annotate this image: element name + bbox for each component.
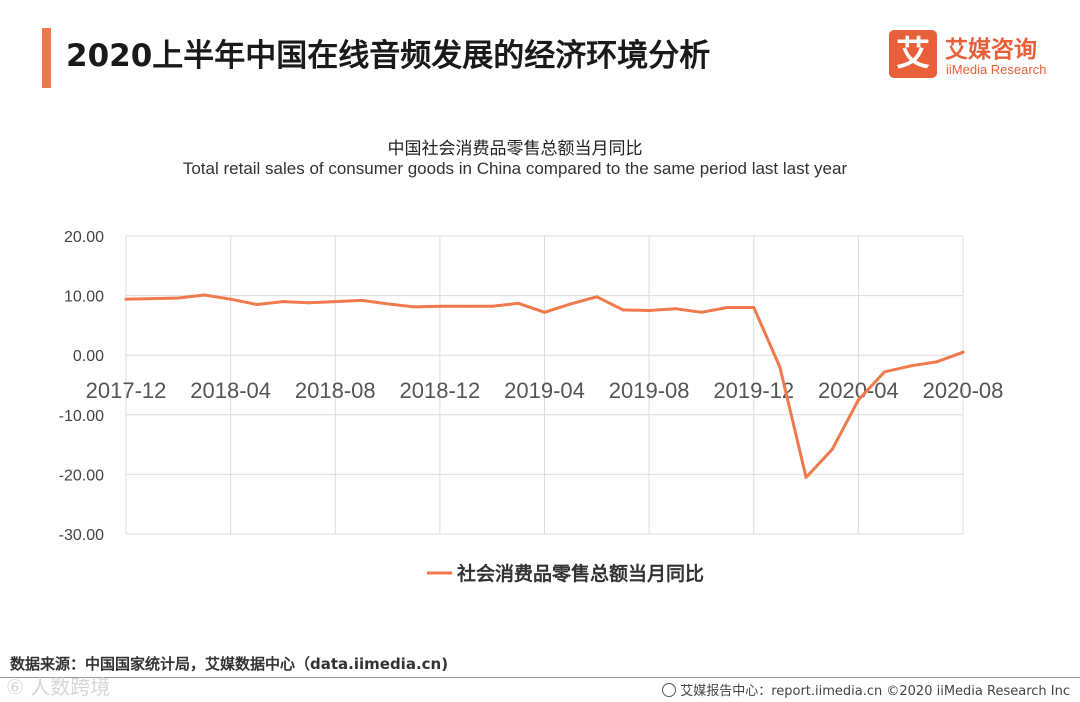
logo-icon: 艾 <box>889 30 937 78</box>
x-tick-label: 2018-08 <box>295 378 376 403</box>
x-tick-label: 2018-12 <box>400 378 481 403</box>
x-tick-label: 2019-04 <box>504 378 585 403</box>
globe-icon <box>662 683 677 697</box>
data-point <box>961 350 965 354</box>
data-point <box>150 297 154 301</box>
data-point <box>464 304 468 308</box>
y-tick-label: 10.00 <box>64 289 104 306</box>
data-point <box>883 370 887 374</box>
footer-text: 艾媒报告中心：report.iimedia.cn ©2020 iiMedia R… <box>680 684 1070 699</box>
title-accent-bar <box>42 28 51 88</box>
data-point <box>909 364 913 368</box>
data-point <box>438 304 442 308</box>
x-tick-label: 2018-04 <box>190 378 271 403</box>
x-tick-label: 2017-12 <box>86 378 167 403</box>
chart-title: 中国社会消费品零售总额当月同比 <box>387 139 643 159</box>
chart-grid <box>125 235 964 535</box>
data-point <box>595 295 599 299</box>
watermark: ⑥ 人数跨境 <box>6 675 111 699</box>
data-point <box>255 303 259 307</box>
data-point <box>673 307 677 311</box>
page-title: 2020上半年中国在线音频发展的经济环境分析 <box>66 38 711 74</box>
x-tick-label: 2020-08 <box>923 378 1004 403</box>
data-point <box>516 301 520 305</box>
data-point <box>490 304 494 308</box>
data-point <box>124 297 128 301</box>
data-point <box>830 447 834 451</box>
y-tick-label: 20.00 <box>64 229 104 246</box>
data-point <box>359 298 363 302</box>
logo-name-en: iiMedia Research <box>946 62 1047 77</box>
data-point <box>202 293 206 297</box>
legend-label: 社会消费品零售总额当月同比 <box>456 562 704 585</box>
chart-legend: 社会消费品零售总额当月同比 <box>427 562 704 585</box>
y-tick-label: -20.00 <box>59 467 104 484</box>
brand-logo: 艾 艾媒咨询 iiMedia Research <box>889 30 1064 82</box>
y-tick-label: -10.00 <box>59 408 104 425</box>
chart-series <box>124 293 965 479</box>
data-point <box>752 306 756 310</box>
data-point <box>935 360 939 364</box>
data-point <box>307 301 311 305</box>
x-tick-label: 2019-08 <box>609 378 690 403</box>
chart-subtitle: Total retail sales of consumer goods in … <box>182 159 848 178</box>
data-point <box>569 302 573 306</box>
data-point <box>333 300 337 304</box>
footer-divider <box>0 677 1080 678</box>
data-point <box>778 365 782 369</box>
data-source-note: 数据来源：中国国家统计局，艾媒数据中心（data.iimedia.cn) <box>10 655 449 673</box>
y-axis: 20.00 10.00 0.00 -10.00 -20.00 -30.00 <box>59 229 104 544</box>
data-point <box>386 302 390 306</box>
data-point <box>804 475 808 479</box>
data-point <box>412 305 416 309</box>
x-tick-label: 2019-12 <box>713 378 794 403</box>
x-axis: 2017-12 2018-04 2018-08 2018-12 2019-04 2019-… <box>86 378 1004 403</box>
data-point <box>229 297 233 301</box>
data-point <box>726 306 730 310</box>
footer: 艾媒报告中心：report.iimedia.cn ©2020 iiMedia R… <box>662 680 1070 699</box>
data-point <box>856 398 860 402</box>
data-point <box>699 310 703 314</box>
logo-name-cn: 艾媒咨询 <box>945 37 1037 63</box>
data-point <box>176 296 180 300</box>
y-tick-label: 0.00 <box>73 348 104 365</box>
line-chart: 20.00 10.00 0.00 -10.00 -20.00 -30.00 2017-12… <box>59 229 1004 585</box>
data-point <box>543 310 546 314</box>
data-point <box>281 300 285 304</box>
data-point <box>647 309 651 312</box>
data-point <box>621 308 625 312</box>
y-tick-label: -30.00 <box>59 527 104 544</box>
